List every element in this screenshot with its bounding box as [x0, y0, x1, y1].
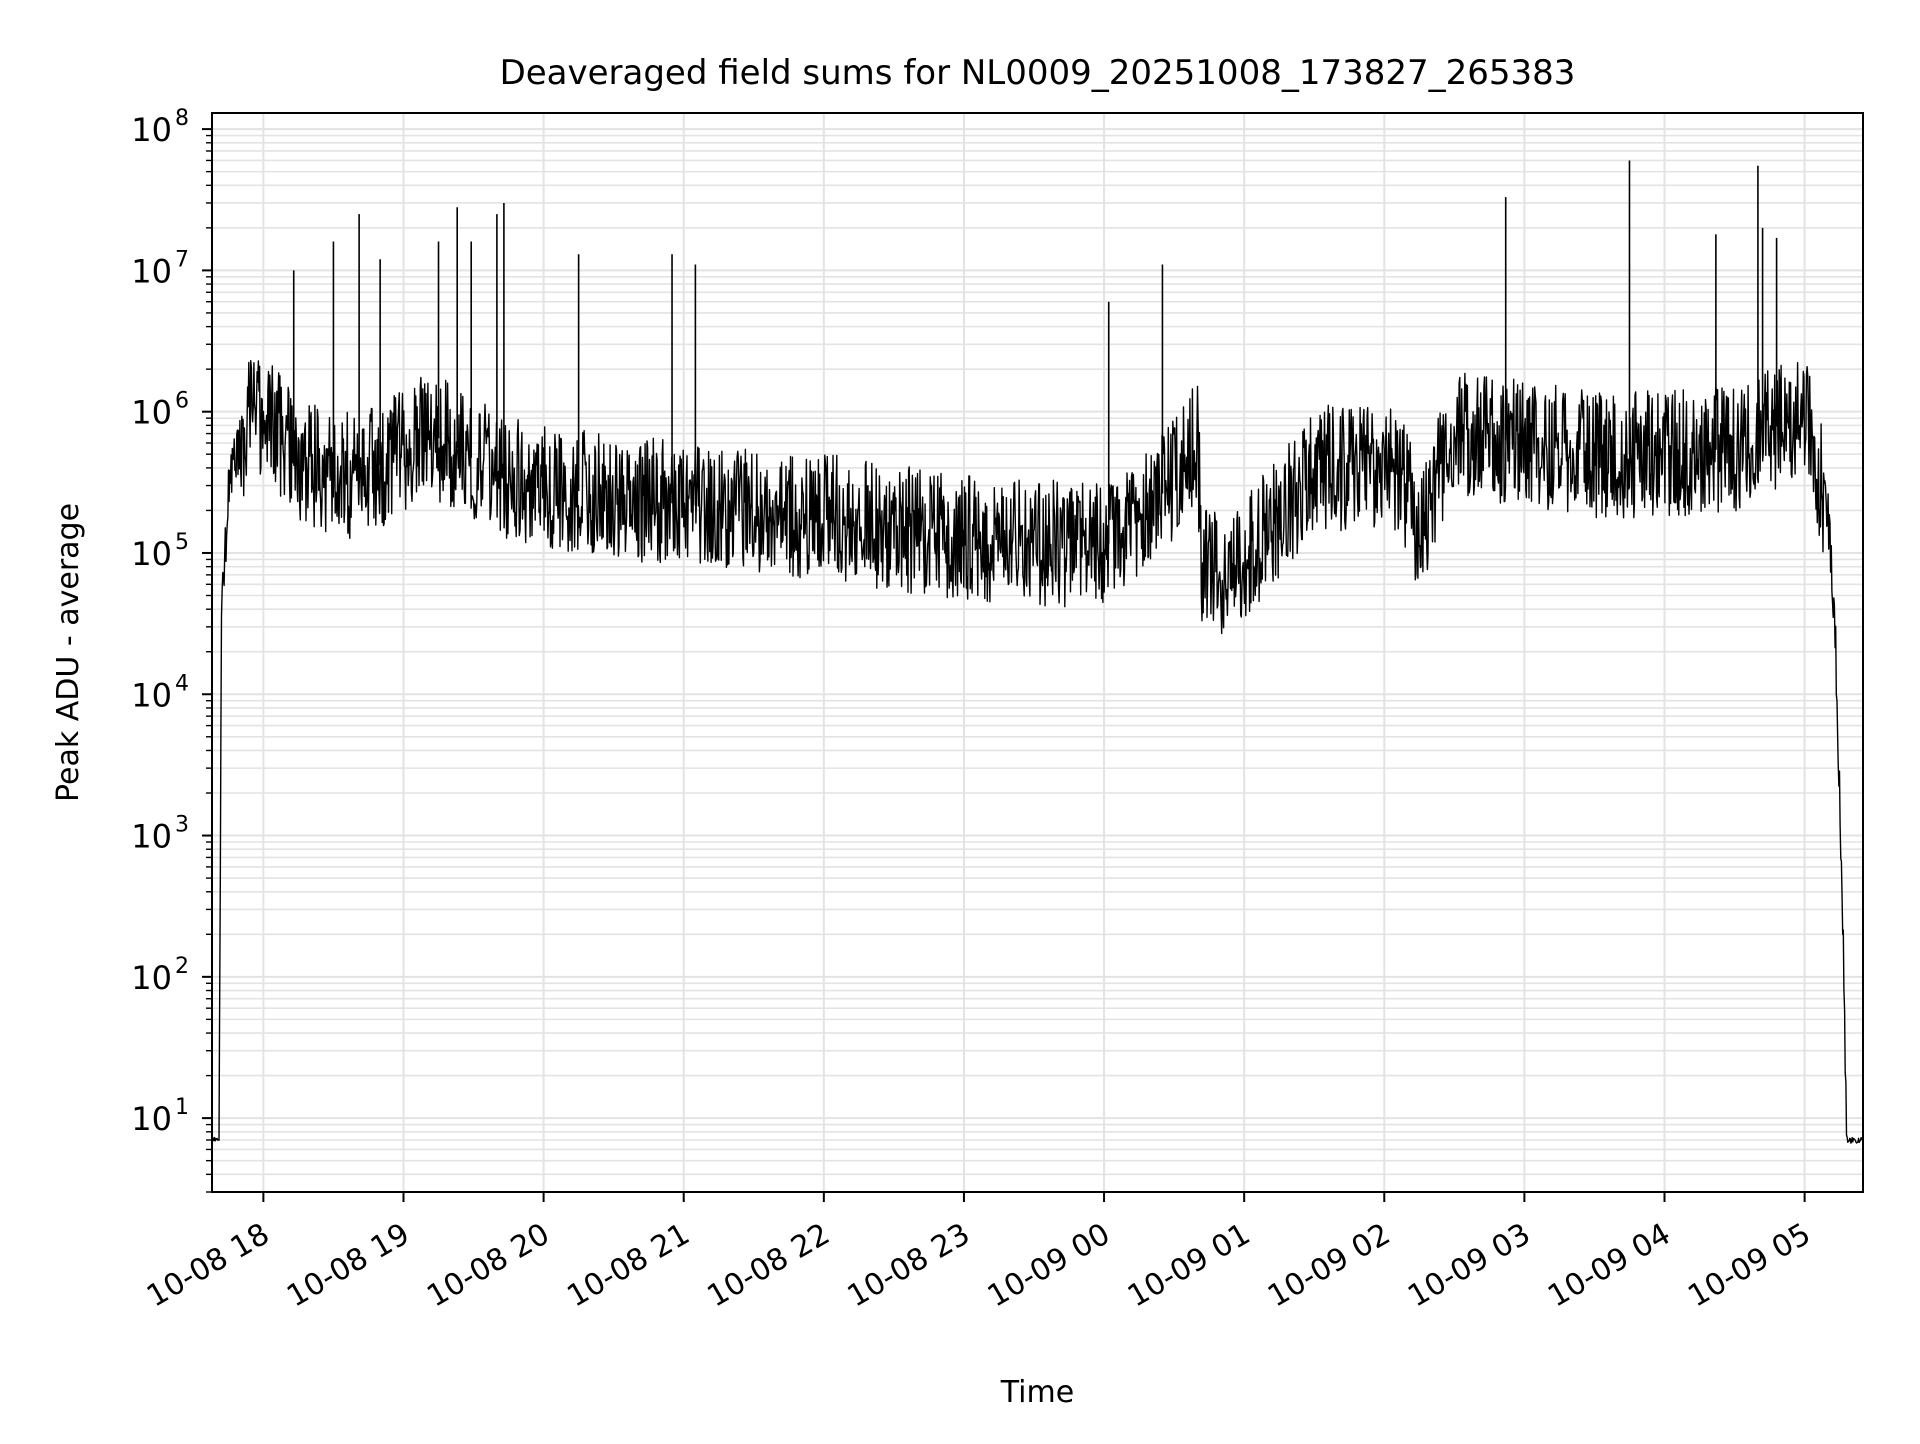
data-layer: [211, 160, 1864, 1144]
grid-layer: [212, 113, 1863, 1193]
y-tick-label: 10: [131, 959, 172, 997]
y-tick-label: 10: [131, 535, 172, 573]
y-tick-exponent: 6: [175, 389, 189, 414]
y-tick-label: 10: [131, 111, 172, 149]
y-tick-exponent: 5: [175, 530, 189, 555]
y-axis-label: Peak ADU - average: [51, 503, 86, 802]
y-tick-exponent: 1: [175, 1095, 189, 1120]
y-tick-exponent: 4: [175, 671, 189, 696]
y-tick-label: 10: [131, 1100, 172, 1138]
y-tick-label: 10: [131, 252, 172, 290]
y-tick-exponent: 7: [175, 247, 189, 272]
y-tick-exponent: 8: [175, 106, 189, 131]
chart-title: Deaveraged field sums for NL0009_2025100…: [500, 53, 1576, 93]
y-tick-exponent: 2: [175, 954, 189, 979]
y-tick-exponent: 3: [175, 813, 189, 838]
y-tick-label: 10: [131, 676, 172, 714]
y-tick-label: 10: [131, 818, 172, 856]
x-axis-label: Time: [1000, 1375, 1074, 1410]
y-tick-label: 10: [131, 394, 172, 432]
plot-frame: [211, 112, 1864, 1193]
series-line: [211, 360, 1864, 1144]
